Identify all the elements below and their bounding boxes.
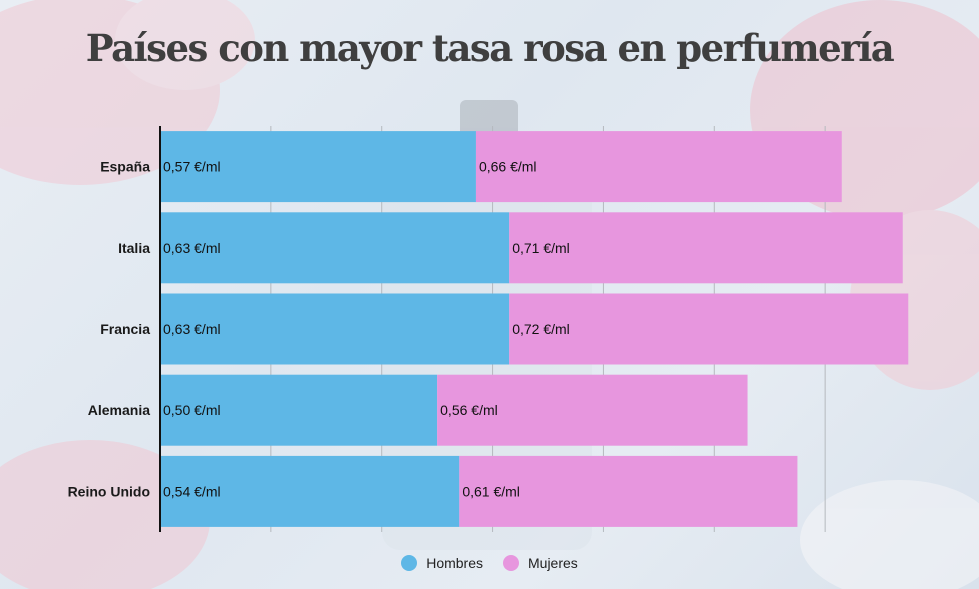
data-label-hombres-1: 0,63 €/ml (163, 240, 221, 256)
bar-mujeres-2 (509, 293, 909, 365)
legend-item-hombres: Hombres (401, 555, 483, 571)
legend-label-mujeres: Mujeres (528, 555, 578, 571)
bar-mujeres-3 (437, 374, 748, 446)
bar-mujeres-4 (459, 455, 798, 527)
legend-swatch-mujeres (503, 555, 519, 571)
data-label-hombres-2: 0,63 €/ml (163, 321, 221, 337)
category-label-0: España (100, 159, 150, 175)
chart-title: Países con mayor tasa rosa en perfumería (85, 26, 895, 70)
data-label-mujeres-3: 0,56 €/ml (440, 402, 498, 418)
data-label-mujeres-1: 0,71 €/ml (512, 240, 570, 256)
bar-hombres-3 (160, 374, 438, 446)
category-label-4: Reino Unido (68, 483, 150, 499)
bar-mujeres-1 (509, 212, 903, 284)
category-label-1: Italia (118, 240, 150, 256)
data-label-hombres-4: 0,54 €/ml (163, 483, 221, 499)
data-label-mujeres-0: 0,66 €/ml (479, 159, 537, 175)
data-label-hombres-3: 0,50 €/ml (163, 402, 221, 418)
bar-mujeres-0 (475, 131, 842, 203)
legend-item-mujeres: Mujeres (503, 555, 578, 571)
category-label-2: Francia (100, 321, 150, 337)
bar-hombres-2 (160, 293, 510, 365)
data-label-hombres-0: 0,57 €/ml (163, 159, 221, 175)
legend: Hombres Mujeres (0, 555, 979, 571)
legend-label-hombres: Hombres (426, 555, 483, 571)
bar-hombres-1 (160, 212, 510, 284)
bar-hombres-4 (160, 455, 460, 527)
data-label-mujeres-4: 0,61 €/ml (462, 483, 520, 499)
bar-hombres-0 (160, 131, 476, 203)
category-label-3: Alemania (88, 402, 150, 418)
data-label-mujeres-2: 0,72 €/ml (512, 321, 570, 337)
legend-swatch-hombres (401, 555, 418, 571)
